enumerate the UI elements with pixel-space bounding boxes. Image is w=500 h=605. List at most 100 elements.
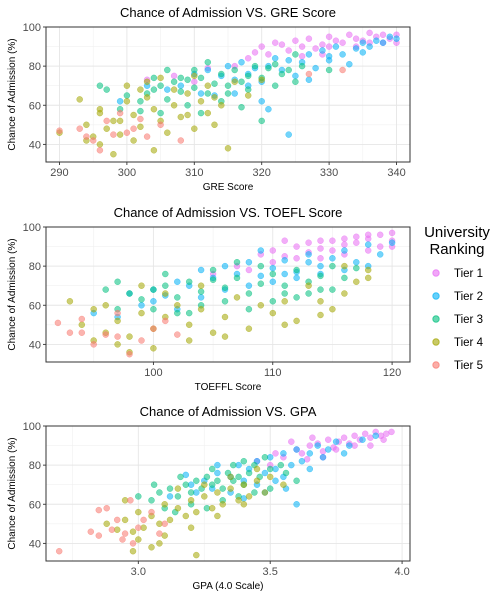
data-point: [377, 244, 383, 250]
data-point: [360, 437, 366, 443]
data-point: [318, 246, 324, 252]
data-point: [299, 63, 305, 69]
data-point: [198, 98, 204, 104]
legend-label: Tier 4: [454, 337, 484, 349]
data-point: [103, 332, 109, 338]
data-point: [365, 242, 371, 248]
data-point: [267, 466, 273, 472]
legend-key: [433, 316, 439, 322]
data-point: [158, 110, 164, 116]
data-point: [360, 40, 366, 46]
data-point: [254, 478, 260, 484]
data-point: [104, 505, 110, 511]
data-point: [306, 291, 312, 297]
data-point: [258, 281, 264, 287]
data-point: [294, 255, 300, 261]
data-point: [104, 87, 110, 93]
data-point: [294, 294, 300, 300]
data-point: [198, 75, 204, 81]
data-point: [239, 104, 245, 110]
data-point: [214, 462, 220, 468]
data-point: [88, 529, 94, 535]
y-tick-label: 100: [23, 222, 41, 234]
x-tick-label: 110: [264, 367, 282, 379]
data-point: [109, 527, 115, 533]
data-point: [367, 44, 373, 50]
data-point: [124, 98, 130, 104]
x-tick-label: 340: [387, 167, 405, 179]
data-point: [262, 454, 268, 460]
data-point: [292, 51, 298, 57]
data-point: [389, 230, 395, 236]
data-point: [367, 443, 373, 449]
data-point: [127, 334, 133, 340]
data-point: [258, 248, 264, 254]
data-point: [222, 334, 228, 340]
data-point: [333, 439, 339, 445]
data-point: [270, 271, 276, 277]
data-point: [167, 493, 173, 499]
data-point: [110, 132, 116, 138]
data-point: [191, 73, 197, 79]
data-point: [130, 529, 136, 535]
data-point: [96, 507, 102, 513]
data-point: [360, 49, 366, 55]
data-point: [225, 63, 231, 69]
data-point: [259, 118, 265, 124]
data-point: [79, 330, 85, 336]
data-point: [198, 91, 204, 97]
data-point: [164, 87, 170, 93]
legend-item-tier-4: Tier 4: [433, 337, 484, 349]
data-point: [79, 322, 85, 328]
data-point: [241, 458, 247, 464]
data-point: [294, 244, 300, 250]
data-point: [156, 540, 162, 546]
data-point: [306, 36, 312, 42]
data-point: [162, 271, 168, 277]
data-point: [209, 466, 215, 472]
plot-area: [46, 227, 410, 362]
data-point: [341, 242, 347, 248]
data-point: [191, 126, 197, 132]
data-point: [225, 91, 231, 97]
data-point: [171, 73, 177, 79]
data-point: [246, 493, 252, 499]
data-point: [77, 126, 83, 132]
data-point: [130, 548, 136, 554]
data-point: [150, 326, 156, 332]
data-point: [270, 298, 276, 304]
data-point: [124, 83, 130, 89]
data-point: [232, 91, 238, 97]
chart-title: Chance of Admission VS. GRE Score: [120, 5, 336, 20]
data-point: [341, 236, 347, 242]
data-point: [282, 322, 288, 328]
data-point: [167, 517, 173, 523]
y-tick-label: 60: [29, 300, 41, 312]
y-tick-label: 100: [23, 22, 41, 34]
data-point: [162, 291, 168, 297]
data-point: [286, 48, 292, 54]
data-point: [259, 98, 265, 104]
data-point: [117, 110, 123, 116]
legend-key: [433, 339, 439, 345]
data-point: [150, 345, 156, 351]
data-point: [292, 79, 298, 85]
data-point: [115, 279, 121, 285]
data-point: [57, 128, 63, 134]
y-tick-label: 40: [29, 339, 41, 351]
data-point: [104, 521, 110, 527]
data-point: [232, 79, 238, 85]
data-point: [279, 71, 285, 77]
x-tick-label: 330: [320, 167, 338, 179]
data-point: [239, 59, 245, 65]
data-point: [114, 517, 120, 523]
data-point: [185, 77, 191, 83]
data-point: [306, 251, 312, 257]
data-point: [294, 275, 300, 281]
data-point: [218, 102, 224, 108]
data-point: [149, 497, 155, 503]
data-point: [228, 474, 234, 480]
data-point: [246, 283, 252, 289]
data-point: [110, 151, 116, 157]
data-point: [265, 51, 271, 57]
